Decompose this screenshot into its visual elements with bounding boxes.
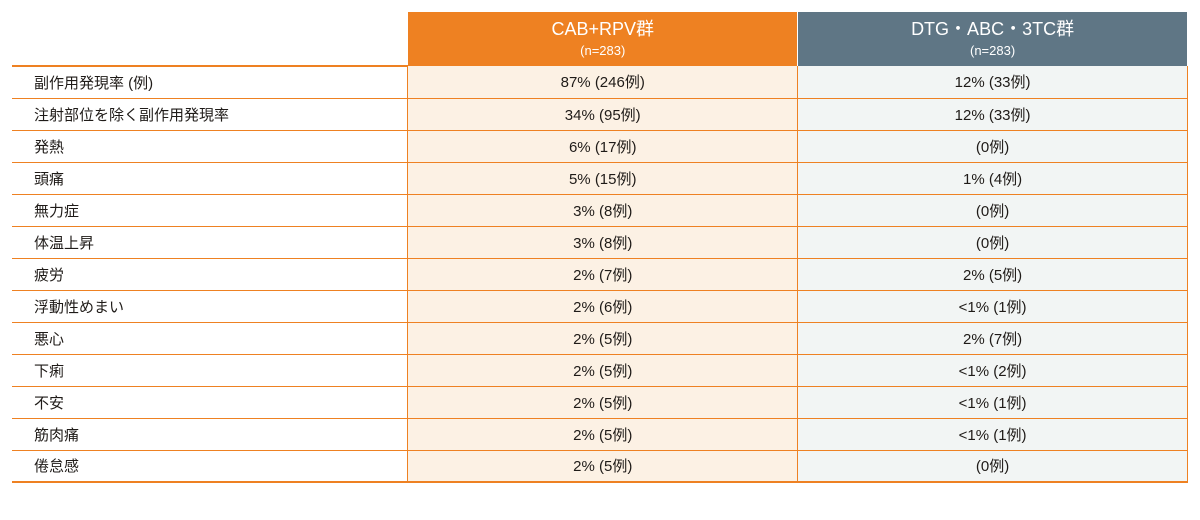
column-header-subtitle: (n=283) <box>798 43 1187 59</box>
row-label: 副作用発現率 (例) <box>12 66 408 98</box>
table-body: 副作用発現率 (例)87% (246例)12% (33例)注射部位を除く副作用発… <box>12 66 1188 482</box>
cell-cab-rpv: 2% (7例) <box>408 258 798 290</box>
cell-dtg-abc-3tc: 12% (33例) <box>798 66 1188 98</box>
cell-cab-rpv: 3% (8例) <box>408 226 798 258</box>
table-row: 体温上昇3% (8例)(0例) <box>12 226 1188 258</box>
table-row: 浮動性めまい2% (6例)<1% (1例) <box>12 290 1188 322</box>
cell-cab-rpv: 34% (95例) <box>408 98 798 130</box>
row-label: 浮動性めまい <box>12 290 408 322</box>
table-row: 頭痛5% (15例)1% (4例) <box>12 162 1188 194</box>
table-header-row: CAB+RPV群 (n=283) DTG・ABC・3TC群 (n=283) <box>12 12 1188 66</box>
cell-dtg-abc-3tc: 1% (4例) <box>798 162 1188 194</box>
cell-dtg-abc-3tc: <1% (1例) <box>798 290 1188 322</box>
column-header-cab-rpv: CAB+RPV群 (n=283) <box>408 12 798 66</box>
row-label: 不安 <box>12 386 408 418</box>
cell-cab-rpv: 2% (5例) <box>408 450 798 482</box>
cell-dtg-abc-3tc: (0例) <box>798 194 1188 226</box>
cell-dtg-abc-3tc: <1% (2例) <box>798 354 1188 386</box>
table-row: 無力症3% (8例)(0例) <box>12 194 1188 226</box>
row-label: 疲労 <box>12 258 408 290</box>
table-row: 発熱6% (17例)(0例) <box>12 130 1188 162</box>
row-label: 筋肉痛 <box>12 418 408 450</box>
cell-cab-rpv: 2% (5例) <box>408 322 798 354</box>
row-label: 下痢 <box>12 354 408 386</box>
cell-dtg-abc-3tc: (0例) <box>798 130 1188 162</box>
table-row: 悪心2% (5例)2% (7例) <box>12 322 1188 354</box>
row-label: 体温上昇 <box>12 226 408 258</box>
cell-dtg-abc-3tc: (0例) <box>798 450 1188 482</box>
table-row: 倦怠感2% (5例)(0例) <box>12 450 1188 482</box>
cell-dtg-abc-3tc: 2% (7例) <box>798 322 1188 354</box>
row-label: 悪心 <box>12 322 408 354</box>
cell-cab-rpv: 87% (246例) <box>408 66 798 98</box>
row-label: 注射部位を除く副作用発現率 <box>12 98 408 130</box>
cell-cab-rpv: 5% (15例) <box>408 162 798 194</box>
header-empty-corner <box>12 12 408 66</box>
table-row: 副作用発現率 (例)87% (246例)12% (33例) <box>12 66 1188 98</box>
cell-cab-rpv: 6% (17例) <box>408 130 798 162</box>
cell-dtg-abc-3tc: 12% (33例) <box>798 98 1188 130</box>
adverse-events-table: CAB+RPV群 (n=283) DTG・ABC・3TC群 (n=283) 副作… <box>12 12 1188 483</box>
row-label: 倦怠感 <box>12 450 408 482</box>
cell-cab-rpv: 2% (5例) <box>408 354 798 386</box>
row-label: 発熱 <box>12 130 408 162</box>
cell-cab-rpv: 3% (8例) <box>408 194 798 226</box>
column-header-title: CAB+RPV群 <box>408 19 797 41</box>
cell-dtg-abc-3tc: (0例) <box>798 226 1188 258</box>
table-row: 注射部位を除く副作用発現率34% (95例)12% (33例) <box>12 98 1188 130</box>
cell-cab-rpv: 2% (6例) <box>408 290 798 322</box>
column-header-title: DTG・ABC・3TC群 <box>798 19 1187 41</box>
table-row: 下痢2% (5例)<1% (2例) <box>12 354 1188 386</box>
column-header-subtitle: (n=283) <box>408 43 797 59</box>
table-row: 筋肉痛2% (5例)<1% (1例) <box>12 418 1188 450</box>
row-label: 無力症 <box>12 194 408 226</box>
cell-cab-rpv: 2% (5例) <box>408 386 798 418</box>
table-row: 疲労2% (7例)2% (5例) <box>12 258 1188 290</box>
cell-dtg-abc-3tc: <1% (1例) <box>798 418 1188 450</box>
row-label: 頭痛 <box>12 162 408 194</box>
table-row: 不安2% (5例)<1% (1例) <box>12 386 1188 418</box>
cell-cab-rpv: 2% (5例) <box>408 418 798 450</box>
column-header-dtg-abc-3tc: DTG・ABC・3TC群 (n=283) <box>798 12 1188 66</box>
cell-dtg-abc-3tc: <1% (1例) <box>798 386 1188 418</box>
cell-dtg-abc-3tc: 2% (5例) <box>798 258 1188 290</box>
